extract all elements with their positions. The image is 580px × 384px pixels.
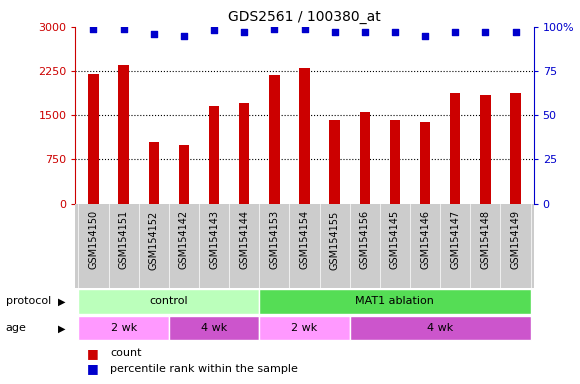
Text: GSM154143: GSM154143: [209, 210, 219, 269]
Bar: [510, 93, 521, 204]
Text: percentile rank within the sample: percentile rank within the sample: [110, 364, 298, 374]
Bar: [360, 112, 370, 204]
Bar: [450, 93, 461, 204]
Text: age: age: [6, 323, 27, 333]
Title: GDS2561 / 100380_at: GDS2561 / 100380_at: [228, 10, 381, 25]
Text: GSM154155: GSM154155: [329, 210, 340, 270]
Text: GSM154146: GSM154146: [420, 210, 430, 269]
Text: ■: ■: [87, 347, 99, 360]
Point: [511, 29, 520, 35]
Bar: [118, 65, 129, 204]
Point: [240, 29, 249, 35]
Bar: [329, 120, 340, 204]
Text: GSM154153: GSM154153: [269, 210, 280, 270]
Point: [481, 29, 490, 35]
Bar: [269, 75, 280, 204]
Text: GSM154142: GSM154142: [179, 210, 189, 270]
Text: GSM154151: GSM154151: [119, 210, 129, 270]
Text: GSM154148: GSM154148: [480, 210, 490, 269]
Bar: [78, 290, 259, 313]
Bar: [148, 142, 159, 204]
Text: GSM154145: GSM154145: [390, 210, 400, 270]
Text: 2 wk: 2 wk: [111, 323, 137, 333]
Text: ▶: ▶: [58, 296, 66, 306]
Point: [179, 33, 188, 39]
Text: ■: ■: [87, 362, 99, 375]
Bar: [239, 103, 249, 204]
Text: GSM154147: GSM154147: [450, 210, 460, 270]
Point: [209, 27, 219, 33]
Bar: [299, 68, 310, 204]
Point: [330, 29, 339, 35]
Point: [89, 26, 98, 32]
Bar: [179, 145, 189, 204]
Point: [300, 26, 309, 32]
Text: ▶: ▶: [58, 323, 66, 333]
Bar: [259, 316, 350, 340]
Bar: [259, 290, 531, 313]
Bar: [420, 122, 430, 204]
Text: 2 wk: 2 wk: [291, 323, 318, 333]
Text: GSM154149: GSM154149: [510, 210, 520, 269]
Point: [119, 26, 128, 32]
Text: GSM154144: GSM154144: [239, 210, 249, 269]
Text: 4 wk: 4 wk: [427, 323, 454, 333]
Text: protocol: protocol: [6, 296, 51, 306]
Bar: [480, 95, 491, 204]
Text: GSM154156: GSM154156: [360, 210, 370, 270]
Text: GSM154154: GSM154154: [299, 210, 310, 270]
Bar: [209, 106, 219, 204]
Point: [149, 31, 158, 37]
Text: control: control: [150, 296, 188, 306]
Bar: [390, 120, 400, 204]
Point: [420, 33, 430, 39]
Text: MAT1 ablation: MAT1 ablation: [356, 296, 434, 306]
Point: [270, 26, 279, 32]
Bar: [350, 316, 531, 340]
Text: 4 wk: 4 wk: [201, 323, 227, 333]
Bar: [88, 74, 99, 204]
Point: [390, 29, 400, 35]
Point: [360, 29, 369, 35]
Text: GSM154152: GSM154152: [149, 210, 159, 270]
Bar: [169, 316, 259, 340]
Text: GSM154150: GSM154150: [89, 210, 99, 270]
Text: count: count: [110, 348, 142, 358]
Bar: [78, 316, 169, 340]
Point: [451, 29, 460, 35]
